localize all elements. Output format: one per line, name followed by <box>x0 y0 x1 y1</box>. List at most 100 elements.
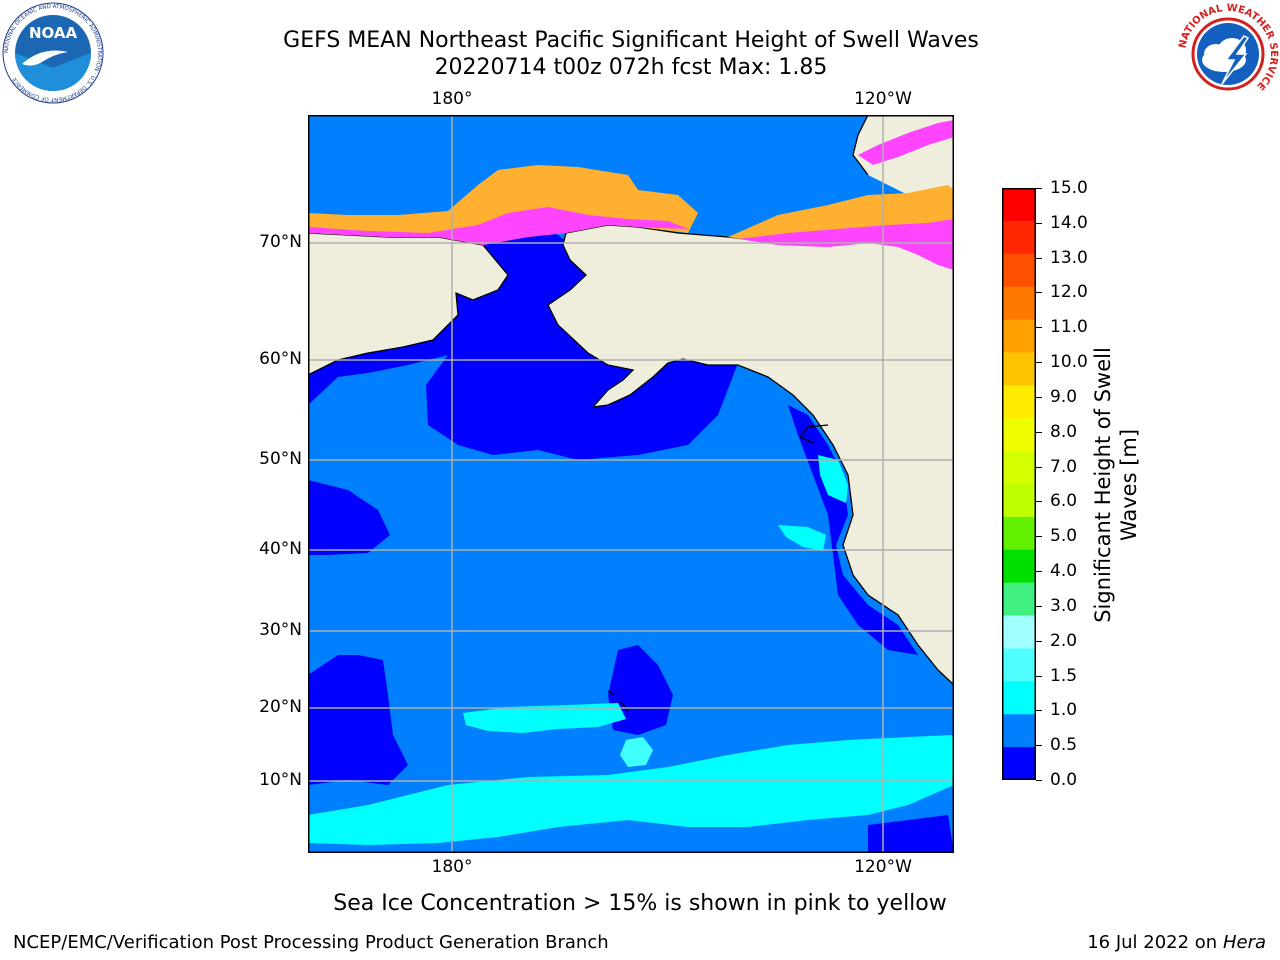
chart-title: GEFS MEAN Northeast Pacific Significant … <box>283 28 979 53</box>
lat-label-50n: 50°N <box>259 449 302 469</box>
colorbar-tick-label: 11.0 <box>1050 317 1088 338</box>
colorbar-tick-mark <box>1036 605 1042 607</box>
credit-text: NCEP/EMC/Verification Post Processing Pr… <box>13 932 609 953</box>
lon-label-top-180: 180° <box>431 89 473 109</box>
colorbar-tick-mark <box>1036 501 1042 503</box>
swell-mid-west-coast <box>818 455 848 503</box>
swell-mid-hawaii-plume <box>463 703 626 733</box>
land-alaska-canada <box>548 225 954 685</box>
colorbar-tick-label: 13.0 <box>1050 247 1088 268</box>
colorbar-tick-label: 12.0 <box>1050 282 1088 303</box>
lat-label-10n: 10°N <box>259 770 302 790</box>
colorbar-tick-label: 7.0 <box>1050 456 1078 477</box>
date-text: 16 Jul 2022 on <box>1087 932 1223 953</box>
lat-label-60n: 60°N <box>259 349 302 369</box>
colorbar-tick-mark <box>1036 675 1042 677</box>
colorbar-swatch <box>1002 253 1036 288</box>
lat-label-70n: 70°N <box>259 232 302 252</box>
colorbar-tick-mark <box>1036 362 1042 364</box>
land-siberia <box>308 233 508 375</box>
colorbar-tick-mark <box>1036 745 1042 747</box>
colorbar-tick-mark <box>1036 640 1042 642</box>
colorbar-label-line2: Waves [m] <box>1117 428 1141 542</box>
swell-mid-tropics <box>308 735 954 845</box>
colorbar-label-line1: Significant Height of Swell <box>1091 347 1115 623</box>
colorbar-swatch <box>1002 319 1036 353</box>
colorbar-swatch <box>1002 681 1036 715</box>
swell-low-south <box>868 815 954 853</box>
swell-mid-offshore <box>778 525 826 551</box>
colorbar-tick-label: 2.0 <box>1050 630 1078 651</box>
host-name: Hera <box>1222 932 1266 953</box>
colorbar-tick-mark <box>1036 571 1042 573</box>
colorbar-tick-label: 14.0 <box>1050 212 1088 233</box>
colorbar-swatch <box>1002 418 1036 452</box>
colorbar-tick-label: 1.0 <box>1050 700 1078 721</box>
sea-ice-arctic-top <box>858 120 954 165</box>
sea-ice <box>308 120 954 270</box>
colorbar-swatch <box>1002 747 1036 781</box>
colorbar-swatch <box>1002 516 1036 551</box>
colorbar-tick-mark <box>1036 536 1042 538</box>
map-svg <box>307 114 955 853</box>
lon-label-top-120w: 120°W <box>854 89 912 109</box>
nws-logo: NATIONAL WEATHER SERVICE <box>1176 2 1280 106</box>
swell-low-west <box>308 480 390 555</box>
colorbar-tick-mark <box>1036 466 1042 468</box>
colorbar-swatch <box>1002 615 1036 649</box>
colorbar-tick-mark <box>1036 710 1042 712</box>
chart-subtitle: 20220714 t00z 072h fcst Max: 1.85 <box>434 55 828 80</box>
colorbar-swatch <box>1002 451 1036 485</box>
colorbar-tick-label: 10.0 <box>1050 352 1088 373</box>
colorbar-svg <box>1002 188 1036 781</box>
swell-low-southwest <box>308 655 408 785</box>
map-frame <box>308 115 954 853</box>
swell-low-hawaii <box>608 645 673 735</box>
colorbar-tick-label: 1.5 <box>1050 665 1078 686</box>
colorbar-tick-mark <box>1036 780 1042 781</box>
colorbar-swatch <box>1002 714 1036 748</box>
noaa-logo: NOAA NATIONAL OCEANIC AND ATMOSPHERIC AD… <box>2 2 104 104</box>
colorbar-swatch <box>1002 352 1036 386</box>
map-panel <box>307 114 955 853</box>
colorbar-tick-mark <box>1036 292 1042 294</box>
lat-label-20n: 20°N <box>259 697 302 717</box>
colorbar-tick-label: 6.0 <box>1050 491 1078 512</box>
colorbar-tick-label: 3.0 <box>1050 595 1078 616</box>
sea-ice-beaufort-pink <box>738 219 954 270</box>
lon-label-bottom-120w: 120°W <box>854 857 912 877</box>
lat-label-40n: 40°N <box>259 539 302 559</box>
colorbar-swatch <box>1002 385 1036 419</box>
colorbar-tick-mark <box>1036 327 1042 329</box>
colorbar-swatch <box>1002 220 1036 255</box>
swell-mid-spot <box>620 737 653 767</box>
colorbar-swatch <box>1002 286 1036 321</box>
colorbar <box>1002 188 1036 781</box>
colorbar-tick-label: 5.0 <box>1050 526 1078 547</box>
colorbar-swatch <box>1002 549 1036 584</box>
colorbar-tick-label: 0.5 <box>1050 735 1078 756</box>
sea-ice-note: Sea Ice Concentration > 15% is shown in … <box>333 891 947 916</box>
date-stamp: 16 Jul 2022 on Hera <box>1087 932 1266 953</box>
sea-ice-chukchi-pink <box>308 207 688 245</box>
colorbar-tick-label: 8.0 <box>1050 421 1078 442</box>
colorbar-tick-mark <box>1036 257 1042 259</box>
colorbar-tick-mark <box>1036 431 1042 433</box>
colorbar-ticks: 15.0 14.0 13.0 12.0 11.0 10.0 9.0 8.0 7.0 6.0 5.0 4… <box>1036 178 1140 790</box>
colorbar-tick-mark <box>1036 222 1042 224</box>
colorbar-swatch <box>1002 484 1036 518</box>
colorbar-swatch <box>1002 188 1036 222</box>
lon-label-bottom-180: 180° <box>431 857 473 877</box>
colorbar-tick-label: 9.0 <box>1050 386 1078 407</box>
colorbar-frame <box>1002 188 1036 780</box>
graticule <box>308 115 954 853</box>
noaa-logo-text: NOAA <box>29 24 78 42</box>
lat-label-30n: 30°N <box>259 620 302 640</box>
colorbar-tick-label: 0.0 <box>1050 770 1078 790</box>
colorbar-swatch <box>1002 582 1036 617</box>
colorbar-tick-mark <box>1036 188 1042 189</box>
colorbar-tick-mark <box>1036 396 1042 398</box>
colorbar-swatch <box>1002 648 1036 682</box>
colorbar-label: Significant Height of Swell Waves [m] <box>1090 347 1142 623</box>
colorbar-tick-label: 4.0 <box>1050 561 1078 582</box>
